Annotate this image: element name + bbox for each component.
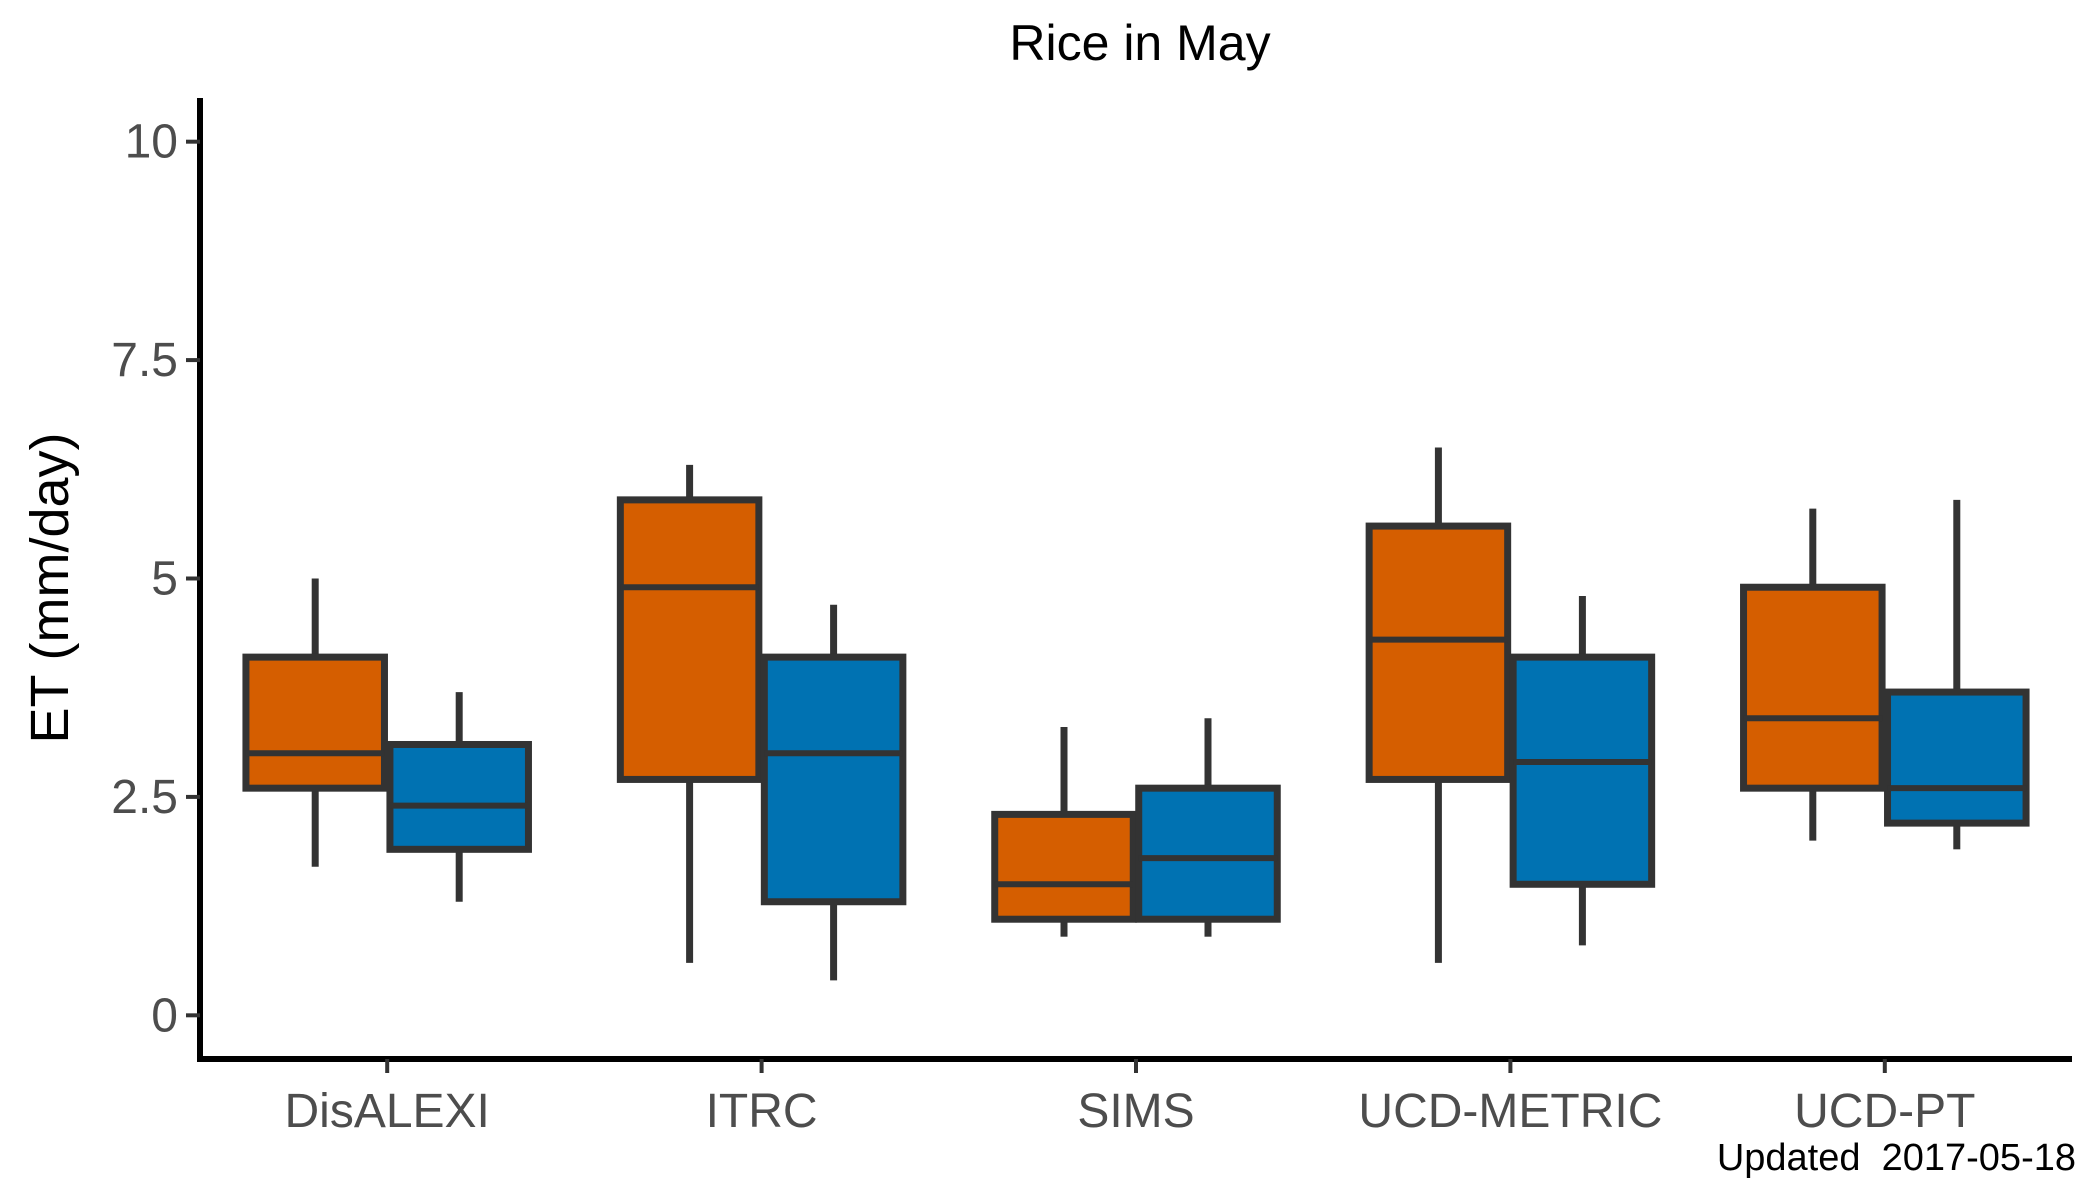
box-body	[1884, 688, 2030, 827]
box-body	[1365, 522, 1512, 783]
box-ucd-pt-0	[1740, 508, 1886, 841]
y-tick-label: 5	[151, 553, 178, 606]
x-tick-label: SIMS	[1077, 1085, 1194, 1138]
box-ucd-metric-1	[1509, 595, 1656, 946]
y-tick-label: 7.5	[111, 334, 178, 387]
box-ucd-metric-0	[1365, 447, 1512, 963]
box-body	[1135, 784, 1281, 923]
box-sims-0	[991, 727, 1137, 937]
y-axis-title-group: ET (mm/day)	[20, 432, 80, 743]
y-tick-label: 0	[151, 989, 178, 1042]
box-body	[616, 496, 763, 783]
box-sims-1	[1135, 718, 1281, 937]
box-disalexi-0	[242, 578, 388, 867]
x-tick-label: DisALEXI	[284, 1085, 489, 1138]
x-tick-label: ITRC	[706, 1085, 818, 1138]
chart-title: Rice in May	[1009, 15, 1270, 71]
x-axis-ticks: DisALEXI ITRC SIMS UCD-METRIC UCD-PT	[284, 1059, 1975, 1138]
box-body	[1740, 583, 1886, 792]
box-body	[1509, 653, 1656, 888]
x-tick-label: UCD-PT	[1794, 1085, 1975, 1138]
box-body	[386, 740, 532, 853]
box-disalexi-1	[386, 692, 532, 902]
box-itrc-0	[616, 464, 763, 963]
y-axis-ticks: 0 2.5 5 7.5 10	[111, 116, 200, 1042]
box-body	[760, 653, 907, 906]
updated-caption: Updated 2017-05-18	[1717, 1137, 2076, 1179]
box-body	[991, 810, 1137, 923]
box-ucd-pt-1	[1884, 499, 2030, 850]
box-body	[242, 653, 388, 792]
y-tick-label: 2.5	[111, 771, 178, 824]
box-itrc-1	[760, 604, 907, 981]
x-tick-label: UCD-METRIC	[1358, 1085, 1662, 1138]
y-tick-label: 10	[125, 116, 178, 169]
plot-area	[242, 447, 2030, 981]
y-axis-title: ET (mm/day)	[20, 432, 80, 743]
